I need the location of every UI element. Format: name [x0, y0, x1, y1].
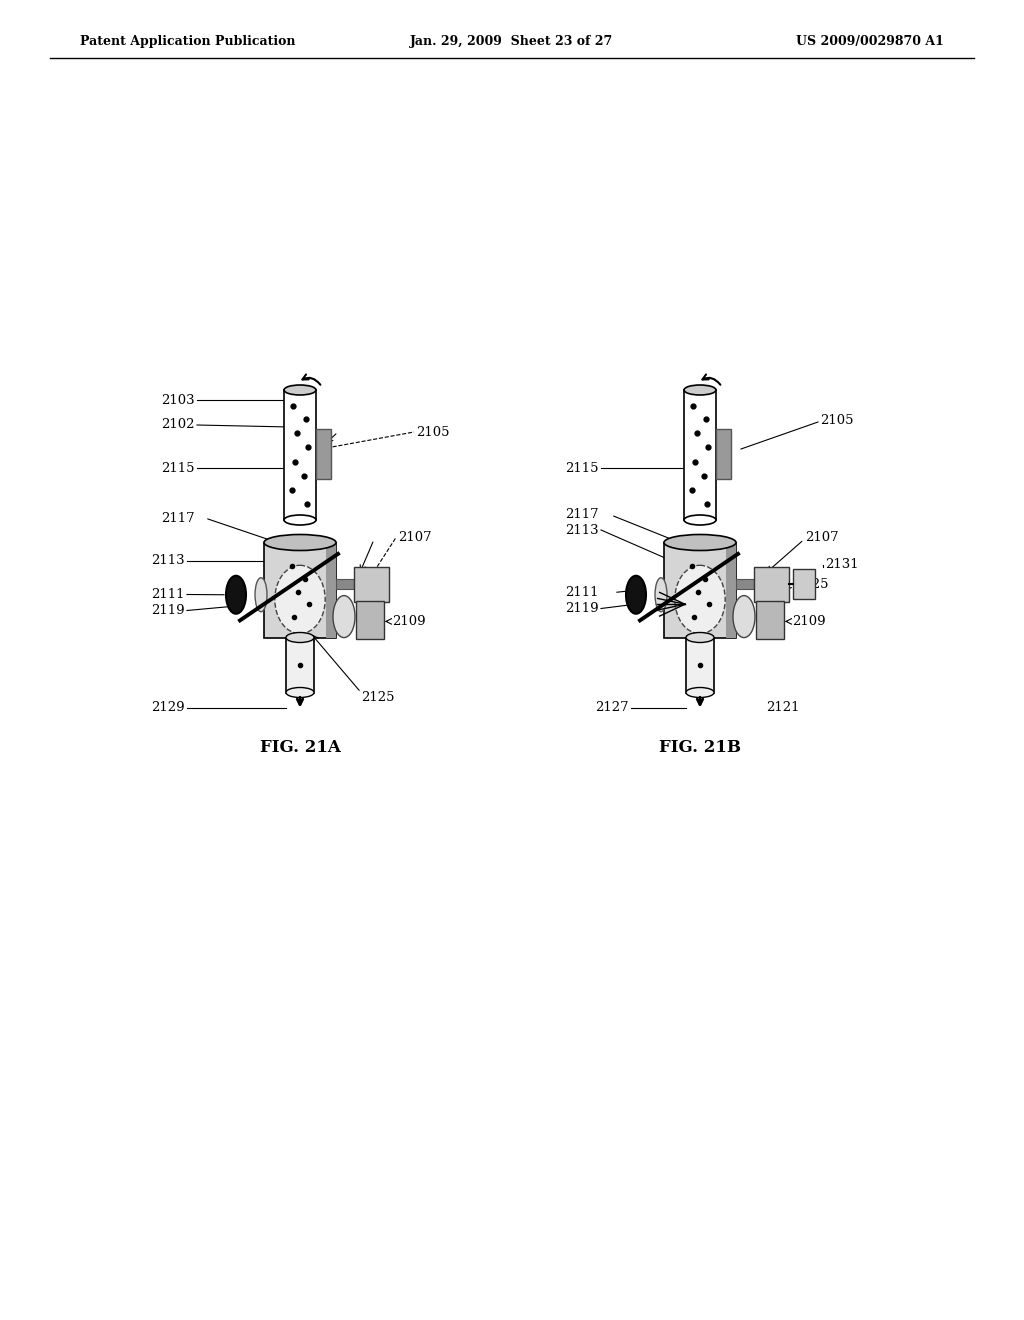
Ellipse shape	[333, 595, 355, 638]
Text: US 2009/0029870 A1: US 2009/0029870 A1	[796, 36, 944, 49]
Text: 2119: 2119	[152, 605, 185, 616]
Ellipse shape	[264, 535, 336, 550]
Text: 2117: 2117	[162, 511, 195, 524]
Text: 2111: 2111	[152, 587, 185, 601]
Text: 2115: 2115	[162, 462, 195, 474]
Bar	[356, 602, 384, 639]
Ellipse shape	[675, 565, 725, 634]
Text: 2121: 2121	[766, 701, 800, 714]
Bar	[754, 566, 790, 602]
Text: 2113: 2113	[565, 524, 599, 536]
Text: 2111: 2111	[565, 586, 599, 599]
Bar	[686, 638, 714, 693]
Text: 2125: 2125	[795, 578, 828, 591]
Text: 2105: 2105	[820, 413, 853, 426]
Text: 2125: 2125	[361, 690, 394, 704]
Ellipse shape	[684, 385, 716, 395]
Bar	[716, 429, 731, 479]
Bar	[284, 389, 316, 520]
Ellipse shape	[684, 515, 716, 525]
Bar	[286, 638, 314, 693]
Text: 2107: 2107	[805, 531, 839, 544]
Text: 2115: 2115	[565, 462, 599, 474]
Text: 2113: 2113	[152, 554, 185, 568]
Text: 2127: 2127	[595, 701, 629, 714]
Text: 2102: 2102	[162, 418, 195, 432]
Text: Jan. 29, 2009  Sheet 23 of 27: Jan. 29, 2009 Sheet 23 of 27	[411, 36, 613, 49]
Text: 2119: 2119	[565, 602, 599, 615]
Ellipse shape	[626, 576, 646, 614]
Bar	[726, 543, 736, 638]
Bar	[736, 578, 754, 589]
Ellipse shape	[284, 515, 316, 525]
Text: 2117: 2117	[565, 508, 599, 521]
Bar	[793, 569, 815, 598]
Ellipse shape	[686, 688, 714, 697]
Ellipse shape	[655, 578, 667, 611]
Ellipse shape	[274, 565, 326, 634]
Ellipse shape	[664, 535, 736, 550]
Bar	[264, 543, 336, 638]
Text: 2105: 2105	[416, 425, 450, 438]
Text: 2109: 2109	[392, 615, 426, 628]
Ellipse shape	[284, 385, 316, 395]
Text: 2129: 2129	[152, 701, 185, 714]
Bar	[354, 566, 389, 602]
Ellipse shape	[286, 632, 314, 643]
Text: 2107: 2107	[398, 531, 432, 544]
Bar	[664, 543, 736, 638]
Text: FIG. 21A: FIG. 21A	[259, 739, 340, 756]
Text: 2131: 2131	[825, 558, 859, 572]
Ellipse shape	[255, 578, 267, 611]
Ellipse shape	[286, 688, 314, 697]
Bar	[316, 429, 331, 479]
Bar	[326, 543, 336, 638]
Bar	[336, 578, 354, 589]
Bar	[756, 602, 784, 639]
Ellipse shape	[226, 576, 246, 614]
Ellipse shape	[733, 595, 755, 638]
Text: 2109: 2109	[792, 615, 825, 628]
Ellipse shape	[686, 632, 714, 643]
Text: FIG. 21B: FIG. 21B	[659, 739, 741, 756]
Bar	[684, 389, 716, 520]
Text: Patent Application Publication: Patent Application Publication	[80, 36, 296, 49]
Text: 2103: 2103	[162, 393, 195, 407]
